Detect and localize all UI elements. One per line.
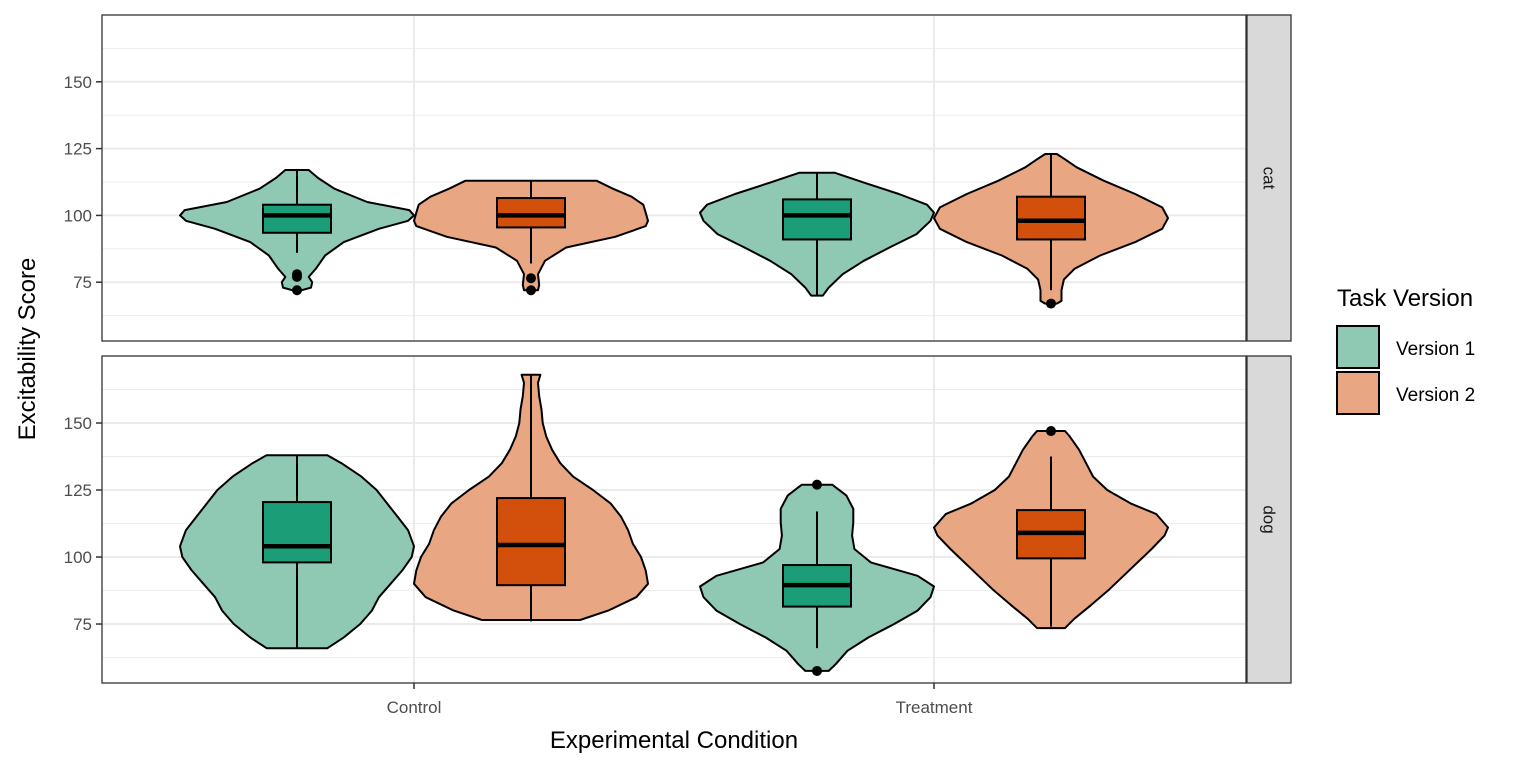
y-axis-title: Excitability Score <box>14 258 41 441</box>
y-tick-label: 75 <box>73 615 92 634</box>
outlier-point-control-version-2 <box>526 273 536 284</box>
y-tick-label: 125 <box>64 481 92 500</box>
x-axis-title: Experimental Condition <box>550 727 798 754</box>
legend-key-version-1 <box>1336 325 1380 369</box>
outlier-point-treatment-version-1 <box>812 479 822 490</box>
legend-title: Task Version <box>1337 285 1473 312</box>
box-control-version-1 <box>262 501 332 564</box>
outlier-point-control-version-1 <box>292 285 302 296</box>
facet-strip-label-dog: dog <box>1260 505 1279 533</box>
box-control-version-1 <box>262 203 332 234</box>
y-tick-label: 100 <box>64 206 92 225</box>
legend-label-version-1: Version 1 <box>1396 339 1475 360</box>
y-tick-label: 150 <box>64 414 92 433</box>
legend: Task Version Version 1 Version 2 <box>1336 285 1475 415</box>
x-tick-label-treatment: Treatment <box>896 698 973 717</box>
box-control-version-2 <box>496 497 566 587</box>
outlier-point-treatment-version-2 <box>1046 298 1056 309</box>
facet-strip-label-cat: cat <box>1260 167 1279 190</box>
outlier-point-control-version-2 <box>526 285 536 296</box>
y-tick-label: 125 <box>64 140 92 159</box>
x-axis-ticks: Control Treatment <box>387 683 973 717</box>
facet-panel-dog: 75 100 125 150 dog <box>64 355 1292 684</box>
y-tick-label: 75 <box>73 273 92 292</box>
x-tick-label-control: Control <box>387 698 442 717</box>
box-control-version-2 <box>496 197 566 229</box>
y-tick-label: 100 <box>64 548 92 567</box>
facet-panels: 75 100 125 150 cat 75 100 125 150 dog <box>64 14 1292 684</box>
outlier-point-treatment-version-1 <box>812 665 822 676</box>
y-tick-label: 150 <box>64 73 92 92</box>
panel-border <box>101 355 1247 684</box>
outlier-point-control-version-1 <box>292 271 302 282</box>
outlier-point-treatment-version-2 <box>1046 426 1056 437</box>
legend-label-version-2: Version 2 <box>1396 385 1475 406</box>
legend-key-version-2 <box>1336 371 1380 415</box>
box-treatment-version-1 <box>782 198 852 241</box>
facet-strip-dog <box>1246 355 1292 684</box>
box-treatment-version-2 <box>1016 195 1086 241</box>
panel-border <box>101 14 1247 342</box>
facet-panel-cat: 75 100 125 150 cat <box>64 14 1292 342</box>
facet-strip-cat <box>1246 14 1292 342</box>
